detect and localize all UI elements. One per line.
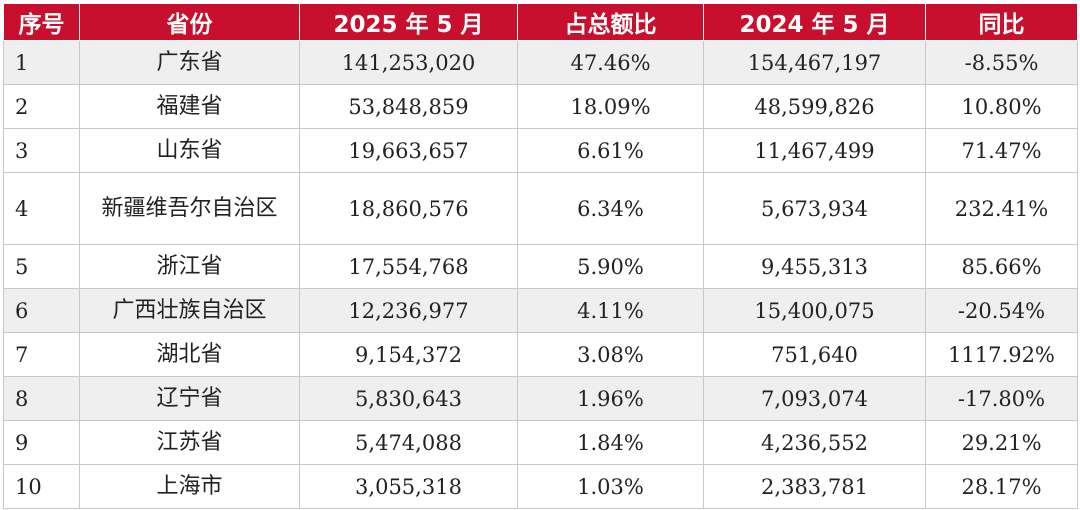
cell-index: 6 [3,288,80,333]
cell-index: 3 [3,128,80,173]
table-row: 8 辽宁省 5,830,643 1.96% 7,093,074 -17.80% [3,376,1078,421]
table-row: 7 湖北省 9,154,372 3.08% 751,640 1117.92% [3,332,1078,377]
cell-province: 上海市 [79,464,300,509]
cell-index: 2 [3,84,80,129]
cell-province: 山东省 [79,128,300,173]
cell-yoy: 71.47% [925,128,1078,173]
province-data-table: 序号 省份 2025 年 5 月 占总额比 2024 年 5 月 同比 1 广东… [3,3,1078,509]
table-row: 4 新疆维吾尔自治区 18,860,576 6.34% 5,673,934 23… [3,172,1078,245]
cell-share: 6.34% [517,172,704,245]
cell-2025-may: 17,554,768 [299,244,518,289]
cell-share: 6.61% [517,128,704,173]
cell-province: 新疆维吾尔自治区 [79,172,300,245]
table-row: 1 广东省 141,253,020 47.46% 154,467,197 -8.… [3,40,1078,85]
cell-2024-may: 48,599,826 [703,84,926,129]
cell-share: 1.84% [517,420,704,465]
cell-index: 1 [3,40,80,85]
header-yoy: 同比 [925,3,1078,41]
cell-yoy: -17.80% [925,376,1078,421]
cell-share: 47.46% [517,40,704,85]
cell-index: 10 [3,464,80,509]
cell-province: 福建省 [79,84,300,129]
table-row: 3 山东省 19,663,657 6.61% 11,467,499 71.47% [3,128,1078,173]
cell-yoy: -20.54% [925,288,1078,333]
cell-yoy: 85.66% [925,244,1078,289]
cell-yoy: 28.17% [925,464,1078,509]
cell-2025-may: 5,474,088 [299,420,518,465]
cell-province: 浙江省 [79,244,300,289]
cell-index: 5 [3,244,80,289]
cell-2025-may: 53,848,859 [299,84,518,129]
header-province: 省份 [79,3,300,41]
cell-2025-may: 3,055,318 [299,464,518,509]
cell-share: 1.03% [517,464,704,509]
cell-province: 广东省 [79,40,300,85]
cell-2024-may: 7,093,074 [703,376,926,421]
header-2025-may: 2025 年 5 月 [299,3,518,41]
table-row: 10 上海市 3,055,318 1.03% 2,383,781 28.17% [3,464,1078,509]
cell-2024-may: 4,236,552 [703,420,926,465]
cell-2024-may: 9,455,313 [703,244,926,289]
cell-province: 辽宁省 [79,376,300,421]
header-share: 占总额比 [517,3,704,41]
cell-yoy: 1117.92% [925,332,1078,377]
table-row: 2 福建省 53,848,859 18.09% 48,599,826 10.80… [3,84,1078,129]
cell-share: 3.08% [517,332,704,377]
cell-2024-may: 2,383,781 [703,464,926,509]
cell-2025-may: 5,830,643 [299,376,518,421]
cell-index: 8 [3,376,80,421]
cell-share: 5.90% [517,244,704,289]
cell-2024-may: 751,640 [703,332,926,377]
cell-yoy: 29.21% [925,420,1078,465]
cell-province: 湖北省 [79,332,300,377]
cell-2024-may: 154,467,197 [703,40,926,85]
cell-index: 9 [3,420,80,465]
cell-2024-may: 5,673,934 [703,172,926,245]
cell-2025-may: 141,253,020 [299,40,518,85]
table-container: 序号 省份 2025 年 5 月 占总额比 2024 年 5 月 同比 1 广东… [3,3,1078,509]
cell-2025-may: 12,236,977 [299,288,518,333]
cell-2025-may: 19,663,657 [299,128,518,173]
cell-share: 18.09% [517,84,704,129]
table-row: 6 广西壮族自治区 12,236,977 4.11% 15,400,075 -2… [3,288,1078,333]
cell-share: 1.96% [517,376,704,421]
table-row: 9 江苏省 5,474,088 1.84% 4,236,552 29.21% [3,420,1078,465]
cell-2024-may: 11,467,499 [703,128,926,173]
cell-2025-may: 18,860,576 [299,172,518,245]
cell-share: 4.11% [517,288,704,333]
cell-province: 江苏省 [79,420,300,465]
table-row: 5 浙江省 17,554,768 5.90% 9,455,313 85.66% [3,244,1078,289]
cell-yoy: 10.80% [925,84,1078,129]
header-2024-may: 2024 年 5 月 [703,3,926,41]
header-index: 序号 [3,3,80,41]
cell-yoy: -8.55% [925,40,1078,85]
cell-2024-may: 15,400,075 [703,288,926,333]
header-row: 序号 省份 2025 年 5 月 占总额比 2024 年 5 月 同比 [3,3,1078,41]
cell-province: 广西壮族自治区 [79,288,300,333]
cell-yoy: 232.41% [925,172,1078,245]
cell-index: 7 [3,332,80,377]
cell-2025-may: 9,154,372 [299,332,518,377]
cell-index: 4 [3,172,80,245]
